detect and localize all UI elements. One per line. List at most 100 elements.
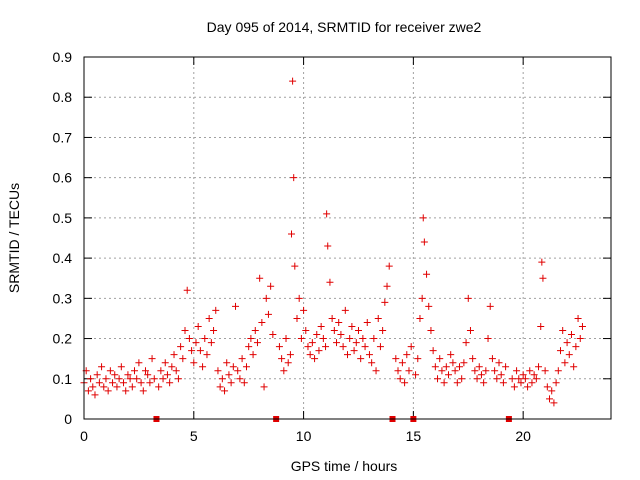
- data-point: [346, 335, 354, 343]
- data-points: [80, 77, 586, 407]
- data-point: [225, 371, 233, 379]
- x-tick-label: 5: [190, 428, 198, 444]
- data-point: [181, 327, 189, 335]
- data-point: [210, 327, 218, 335]
- data-point: [168, 363, 176, 371]
- data-point: [570, 363, 578, 371]
- data-point: [256, 274, 264, 282]
- data-point: [438, 367, 446, 375]
- data-point: [383, 282, 391, 290]
- data-point: [578, 322, 586, 330]
- data-point: [179, 355, 187, 363]
- data-point: [137, 379, 145, 387]
- data-point: [374, 314, 382, 322]
- x-tick-labels: 0 5 10 15 20: [80, 428, 531, 444]
- data-point: [120, 379, 128, 387]
- data-point: [163, 371, 171, 379]
- data-point: [513, 367, 521, 375]
- data-point: [526, 367, 534, 375]
- data-point: [113, 383, 121, 391]
- data-point: [495, 359, 503, 367]
- data-point: [280, 367, 288, 375]
- data-point: [493, 375, 501, 383]
- data-point: [315, 347, 323, 355]
- data-point: [323, 210, 331, 218]
- data-point: [559, 327, 567, 335]
- data-point: [398, 359, 406, 367]
- data-point: [308, 339, 316, 347]
- y-tick-label: 0.3: [53, 290, 73, 306]
- data-point: [84, 387, 92, 395]
- data-point: [300, 306, 308, 314]
- data-point: [462, 339, 470, 347]
- data-point: [319, 335, 327, 343]
- data-point: [275, 343, 283, 351]
- x-tick-label: 10: [296, 428, 312, 444]
- data-point: [106, 367, 114, 375]
- data-point: [289, 77, 297, 85]
- data-point: [185, 335, 193, 343]
- data-point: [212, 306, 220, 314]
- data-point: [466, 327, 474, 335]
- data-point: [161, 359, 169, 367]
- data-point: [403, 351, 411, 359]
- data-point: [354, 327, 362, 335]
- y-tick-label: 0.6: [53, 170, 73, 186]
- data-point: [420, 238, 428, 246]
- data-point: [477, 371, 485, 379]
- data-point: [150, 375, 158, 383]
- data-point: [359, 335, 367, 343]
- data-point: [159, 375, 167, 383]
- data-point: [128, 383, 136, 391]
- data-point: [405, 367, 413, 375]
- data-point: [203, 351, 211, 359]
- data-point: [572, 343, 580, 351]
- data-point: [370, 335, 378, 343]
- data-point: [541, 367, 549, 375]
- data-point: [199, 363, 207, 371]
- data-point: [550, 399, 558, 407]
- data-point: [429, 347, 437, 355]
- data-point: [407, 343, 415, 351]
- data-point: [436, 355, 444, 363]
- data-point: [166, 379, 174, 387]
- data-point: [262, 294, 270, 302]
- y-tick-label: 0.2: [53, 331, 73, 347]
- y-tick-labels: 0 0.1 0.2 0.3 0.4 0.5 0.6 0.7 0.8 0.9: [53, 49, 73, 427]
- data-point: [482, 367, 490, 375]
- data-point: [515, 375, 523, 383]
- data-point: [122, 387, 130, 395]
- data-point: [449, 359, 457, 367]
- data-point: [260, 383, 268, 391]
- data-point: [192, 339, 200, 347]
- data-point: [361, 343, 369, 351]
- data-point: [552, 379, 560, 387]
- data-point: [363, 318, 371, 326]
- data-point: [326, 278, 334, 286]
- data-point: [337, 331, 345, 339]
- data-point: [469, 355, 477, 363]
- data-point: [464, 294, 472, 302]
- data-point: [232, 302, 240, 310]
- data-point: [475, 363, 483, 371]
- data-point: [236, 375, 244, 383]
- data-point: [324, 242, 332, 250]
- data-point: [396, 375, 404, 383]
- data-point: [144, 371, 152, 379]
- data-point: [510, 383, 518, 391]
- data-point: [554, 367, 562, 375]
- data-point: [223, 359, 231, 367]
- data-point: [95, 379, 103, 387]
- plot-frame: [83, 56, 612, 420]
- data-point: [539, 274, 547, 282]
- x-tick-label: 15: [406, 428, 422, 444]
- data-point: [414, 355, 422, 363]
- data-point: [131, 367, 139, 375]
- data-point: [576, 335, 584, 343]
- data-point: [205, 314, 213, 322]
- data-point: [115, 375, 123, 383]
- data-point: [286, 351, 294, 359]
- data-point: [264, 310, 272, 318]
- data-point: [491, 367, 499, 375]
- data-point: [201, 335, 209, 343]
